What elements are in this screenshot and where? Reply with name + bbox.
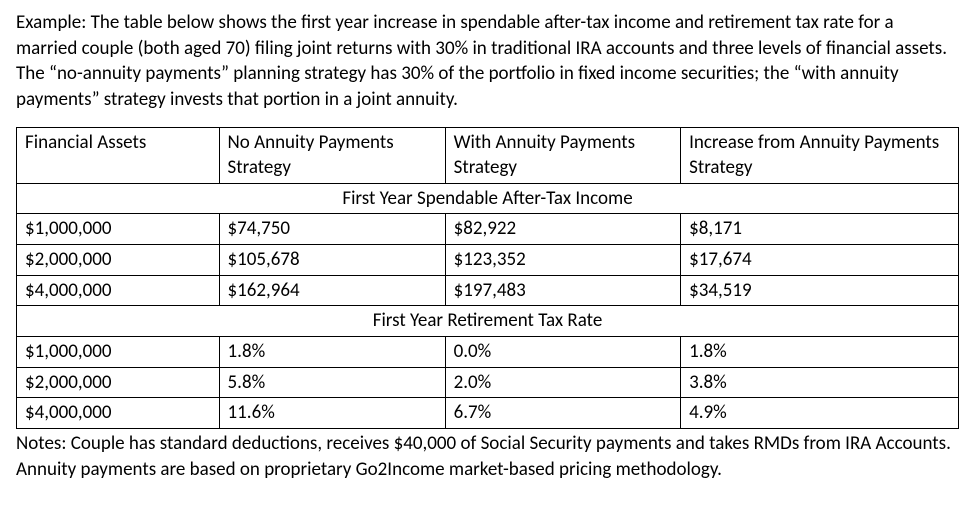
table-row: $4,000,000 $162,964 $197,483 $34,519: [17, 275, 959, 306]
table-cell: $197,483: [445, 275, 681, 306]
table-cell: $1,000,000: [17, 337, 220, 368]
table-section-row: First Year Spendable After-Tax Income: [17, 183, 959, 214]
table-row: $2,000,000 $105,678 $123,352 $17,674: [17, 245, 959, 276]
table-cell: 1.8%: [219, 337, 445, 368]
table-cell: $82,922: [445, 214, 681, 245]
table-cell: $1,000,000: [17, 214, 220, 245]
table-header-row: Financial Assets No Annuity Payments Str…: [17, 127, 959, 183]
table-cell: 5.8%: [219, 367, 445, 398]
table-cell: $162,964: [219, 275, 445, 306]
table-cell: $2,000,000: [17, 367, 220, 398]
table-cell: $74,750: [219, 214, 445, 245]
table-section-title: First Year Spendable After-Tax Income: [17, 183, 959, 214]
table-header-cell: Increase from Annuity Payments Strategy: [681, 127, 959, 183]
table-cell: $34,519: [681, 275, 959, 306]
document-page: Example: The table below shows the first…: [0, 0, 975, 502]
table-cell: 11.6%: [219, 398, 445, 429]
table-cell: 0.0%: [445, 337, 681, 368]
table-cell: 6.7%: [445, 398, 681, 429]
table-cell: 3.8%: [681, 367, 959, 398]
table-cell: $4,000,000: [17, 275, 220, 306]
table-cell: $4,000,000: [17, 398, 220, 429]
table-cell: $123,352: [445, 245, 681, 276]
intro-paragraph: Example: The table below shows the first…: [16, 10, 959, 113]
notes-paragraph: Notes: Couple has standard deductions, r…: [16, 431, 959, 482]
table-cell: $105,678: [219, 245, 445, 276]
table-cell: $8,171: [681, 214, 959, 245]
table-section-row: First Year Retirement Tax Rate: [17, 306, 959, 337]
table-header-cell: With Annuity Payments Strategy: [445, 127, 681, 183]
table-cell: $17,674: [681, 245, 959, 276]
table-header-cell: Financial Assets: [17, 127, 220, 183]
table-row: $4,000,000 11.6% 6.7% 4.9%: [17, 398, 959, 429]
table-row: $1,000,000 $74,750 $82,922 $8,171: [17, 214, 959, 245]
table-cell: 1.8%: [681, 337, 959, 368]
table-section-title: First Year Retirement Tax Rate: [17, 306, 959, 337]
table-row: $2,000,000 5.8% 2.0% 3.8%: [17, 367, 959, 398]
table-cell: 4.9%: [681, 398, 959, 429]
table-header-cell: No Annuity Payments Strategy: [219, 127, 445, 183]
table-cell: $2,000,000: [17, 245, 220, 276]
comparison-table: Financial Assets No Annuity Payments Str…: [16, 127, 959, 429]
table-row: $1,000,000 1.8% 0.0% 1.8%: [17, 337, 959, 368]
table-cell: 2.0%: [445, 367, 681, 398]
